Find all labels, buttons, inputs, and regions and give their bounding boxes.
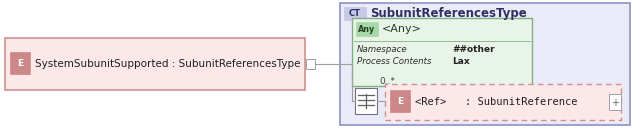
Text: SystemSubunitSupported : SubunitReferencesType: SystemSubunitSupported : SubunitReferenc…	[35, 59, 301, 69]
Bar	[352, 18, 532, 86]
Bar	[355, 88, 377, 114]
Bar	[344, 7, 366, 20]
Text: SubunitReferencesType: SubunitReferencesType	[370, 8, 527, 20]
Text: CT: CT	[349, 9, 361, 18]
Text: ##other: ##other	[452, 45, 494, 54]
Bar	[340, 3, 630, 125]
Bar	[306, 59, 315, 69]
Text: Any: Any	[359, 24, 376, 34]
Bar	[390, 90, 410, 112]
Text: Lax: Lax	[452, 57, 469, 67]
Text: E: E	[397, 97, 403, 105]
Bar	[5, 38, 305, 90]
Text: 0..*: 0..*	[379, 77, 395, 87]
Text: Namespace: Namespace	[357, 45, 408, 54]
Bar	[385, 84, 621, 120]
Bar	[609, 94, 621, 110]
Bar	[356, 22, 378, 36]
Bar	[10, 52, 30, 74]
Text: E: E	[17, 58, 23, 67]
Text: <Any>: <Any>	[382, 24, 422, 34]
Text: +: +	[611, 98, 619, 108]
Text: Process Contents: Process Contents	[357, 57, 431, 67]
Text: <Ref>   : SubunitReference: <Ref> : SubunitReference	[415, 97, 578, 107]
